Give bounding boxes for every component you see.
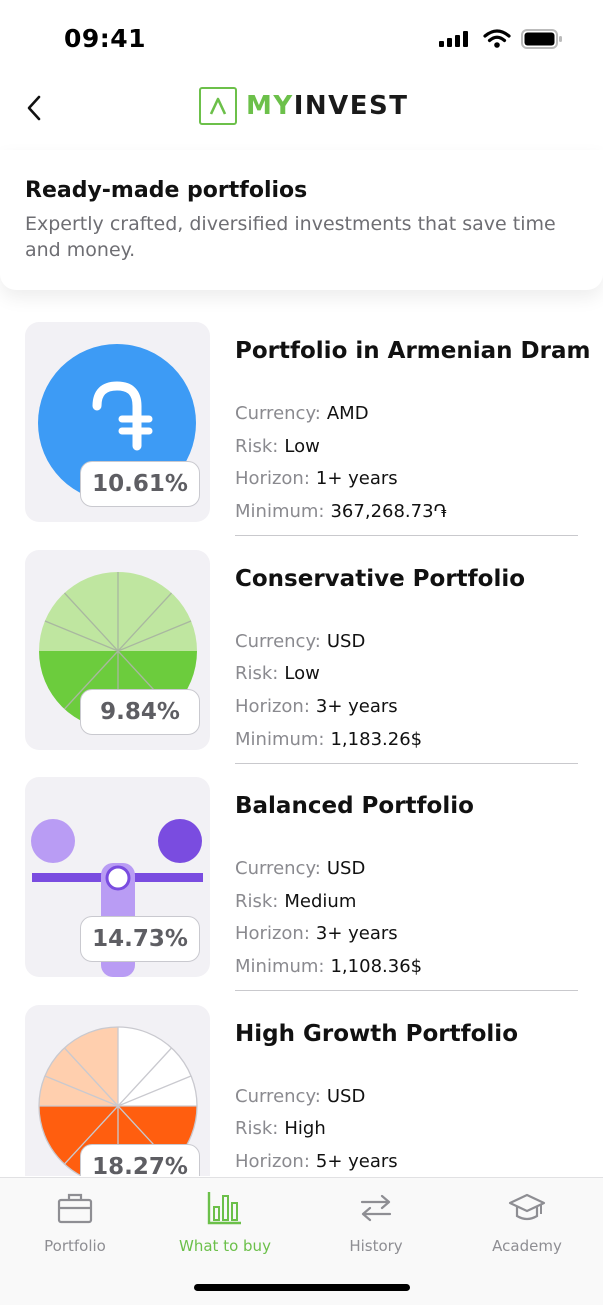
bar-chart-icon — [207, 1192, 241, 1225]
minimum-label: Minimum: — [235, 728, 325, 750]
tab-label: Portfolio — [44, 1237, 106, 1255]
tab-what-to-buy[interactable]: What to buy — [150, 1188, 300, 1255]
currency-label: Currency: — [235, 403, 321, 424]
minimum-value: 1,108.36$ — [330, 956, 423, 978]
page-header: Ready-made portfolios Expertly crafted, … — [0, 150, 603, 290]
page-title: Ready-made portfolios — [25, 178, 308, 203]
currency-value: USD — [326, 858, 366, 879]
currency-value: USD — [326, 1085, 366, 1107]
home-indicator[interactable] — [194, 1284, 410, 1291]
portfolio-details: Currency: USD Risk: Medium Horizon: 3+ year… — [235, 853, 422, 984]
currency-label: Currency: — [235, 630, 321, 652]
tab-portfolio[interactable]: Portfolio — [0, 1188, 150, 1255]
risk-label: Risk: — [235, 435, 279, 457]
page-subtitle: Expertly crafted, diversified investment… — [25, 213, 556, 261]
risk-value: Medium — [284, 890, 357, 912]
status-icons — [439, 28, 563, 54]
portfolio-list: 10.61% Portfolio in Armenian Dram Curren… — [0, 320, 603, 1176]
return-badge: 9.84% — [80, 688, 200, 735]
return-badge: 18.27% — [80, 1143, 200, 1176]
portfolio-details: Currency: AMD Risk: Low Horizon: 1+ years M… — [235, 398, 447, 529]
app-logo: MYINVEST — [199, 87, 408, 125]
briefcase-icon — [57, 1193, 93, 1224]
portfolio-card[interactable]: 9.84% Conservative Portfolio Currency: US… — [0, 548, 603, 776]
currency-value: USD — [326, 630, 366, 652]
portfolio-card[interactable]: 10.61% Portfolio in Armenian Dram Curren… — [0, 320, 603, 548]
nav-bar: MYINVEST — [0, 80, 603, 140]
horizon-label: Horizon: — [235, 923, 310, 945]
horizon-value: 3+ years — [315, 923, 398, 945]
horizon-value: 5+ years — [315, 1150, 398, 1172]
risk-label: Risk: — [235, 663, 279, 685]
risk-value: High — [284, 1118, 326, 1140]
tab-label: Academy — [492, 1237, 562, 1255]
tab-bar: Portfolio What to buy History — [0, 1177, 603, 1305]
portfolio-title: Conservative Portfolio — [235, 565, 526, 592]
divider — [235, 762, 578, 764]
currency-value: AMD — [326, 403, 369, 424]
portfolio-details: Currency: USD Risk: High Horizon: 5+ years — [235, 1081, 398, 1177]
portfolio-title: Portfolio in Armenian Dram — [235, 338, 591, 364]
logo-text: MYINVEST — [246, 91, 408, 121]
portfolio-thumbnail: 9.84% — [25, 549, 210, 750]
divider — [235, 535, 578, 536]
portfolio-details: Currency: USD Risk: Low Horizon: 3+ years M… — [235, 626, 422, 757]
risk-label: Risk: — [235, 890, 279, 912]
portfolio-card[interactable]: 18.27% High Growth Portfolio Currency: US… — [0, 1003, 603, 1177]
dram-symbol-icon — [92, 381, 153, 451]
return-badge: 10.61% — [80, 461, 200, 507]
portfolio-card[interactable]: 14.73% Balanced Portfolio Currency: USD R… — [0, 775, 603, 1003]
minimum-value: 367,268.73֏ — [330, 501, 447, 523]
tab-history[interactable]: History — [301, 1188, 451, 1255]
portfolio-title: Balanced Portfolio — [235, 793, 474, 819]
currency-label: Currency: — [235, 1085, 321, 1107]
return-badge: 14.73% — [80, 916, 200, 962]
horizon-label: Horizon: — [235, 695, 310, 717]
horizon-label: Horizon: — [235, 1150, 310, 1172]
logo-text-my: MY — [246, 91, 294, 121]
battery-icon — [521, 28, 563, 54]
portfolio-thumbnail: 10.61% — [25, 322, 210, 522]
graduation-cap-icon — [508, 1193, 546, 1221]
logo-text-invest: INVEST — [293, 91, 409, 121]
horizon-value: 3+ years — [315, 695, 398, 717]
risk-value: Low — [284, 435, 320, 457]
divider — [235, 990, 578, 991]
tab-label: History — [349, 1237, 403, 1255]
tab-label: What to buy — [179, 1237, 271, 1255]
risk-value: Low — [284, 663, 320, 685]
chevron-left-icon — [27, 95, 41, 121]
horizon-value: 1+ years — [315, 468, 398, 490]
tab-academy[interactable]: Academy — [452, 1188, 602, 1255]
back-button[interactable] — [18, 88, 50, 128]
logo-mark-icon — [199, 87, 237, 125]
portfolio-thumbnail: 18.27% — [25, 1004, 210, 1176]
wifi-icon — [483, 29, 511, 53]
status-time: 09:41 — [64, 24, 147, 53]
minimum-label: Minimum: — [235, 501, 325, 523]
transfer-arrows-icon — [360, 1194, 392, 1222]
portfolio-thumbnail: 14.73% — [25, 777, 210, 977]
signal-icon — [439, 29, 473, 53]
minimum-value: 1,183.26$ — [330, 728, 423, 750]
risk-label: Risk: — [235, 1118, 279, 1140]
growth-pie-icon — [38, 1025, 198, 1176]
horizon-label: Horizon: — [235, 468, 310, 490]
currency-label: Currency: — [235, 858, 321, 879]
portfolio-title: High Growth Portfolio — [235, 1020, 518, 1047]
status-bar: 09:41 — [0, 0, 603, 80]
minimum-label: Minimum: — [235, 956, 325, 978]
